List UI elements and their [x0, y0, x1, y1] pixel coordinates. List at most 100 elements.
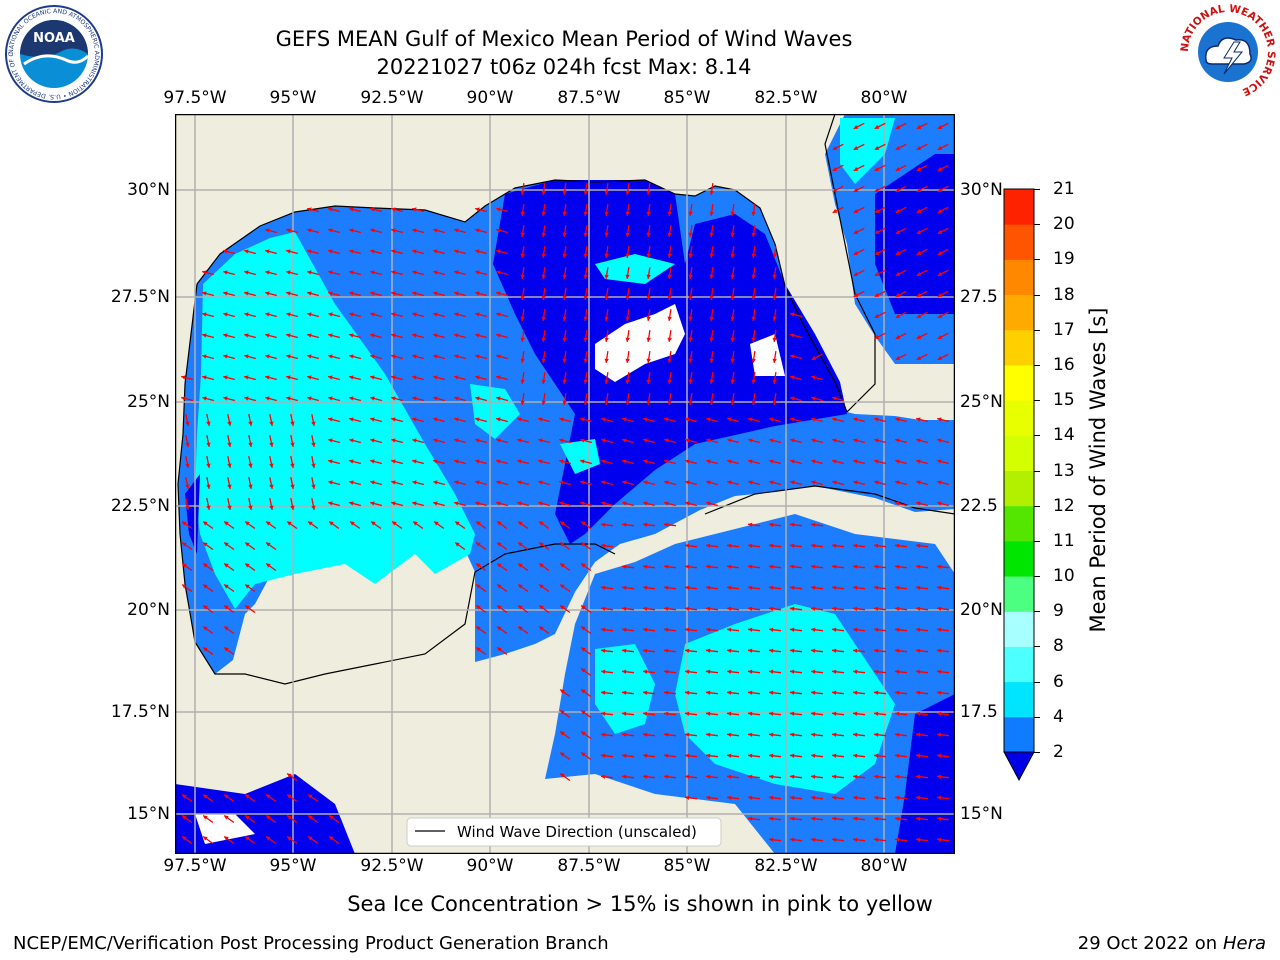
wind-wave-arrowhead [248, 442, 253, 447]
wind-wave-arrowhead [811, 711, 816, 716]
wind-wave-arrowhead [874, 480, 879, 485]
wind-wave-arrowhead [185, 442, 190, 447]
wind-wave-arrowhead [730, 253, 735, 258]
wind-wave-arrowhead [688, 358, 693, 363]
colorbar-segment [1004, 189, 1034, 225]
wind-wave-arrowhead [769, 606, 774, 611]
wind-wave-arrowhead [790, 795, 795, 800]
colorbar-tick-label: 11 [1053, 530, 1075, 551]
wind-wave-arrowhead [286, 249, 291, 254]
wind-wave-arrowhead [248, 484, 253, 489]
wind-wave-arrowhead [790, 753, 795, 758]
wind-wave-arrowhead [727, 753, 732, 758]
wind-wave-arrowhead [433, 249, 438, 254]
wind-wave-arrowhead [748, 816, 753, 821]
wind-wave-arrowhead [497, 626, 502, 631]
wind-wave-arrowhead [601, 501, 606, 506]
colorbar-tick-mark [1034, 752, 1040, 753]
wind-wave-arrowhead [643, 501, 648, 506]
colorbar-tick-mark [1034, 329, 1040, 331]
wind-wave-arrowhead [433, 354, 438, 359]
wind-wave-arrowhead [206, 484, 211, 489]
wind-wave-arrowhead [874, 313, 880, 318]
wind-wave-arrowhead [307, 396, 312, 401]
lat-tick-left-1: 30°N [127, 180, 170, 200]
wind-wave-arrowhead [412, 207, 417, 212]
wind-wave-arrowhead [709, 211, 714, 216]
wind-wave-arrowhead [874, 438, 879, 443]
wind-wave-arrowhead [329, 836, 334, 841]
wind-wave-arrowhead [541, 379, 546, 384]
wind-wave-arrowhead [916, 837, 921, 842]
wind-wave-arrowhead [517, 438, 522, 443]
wind-wave-arrowhead [643, 417, 648, 422]
wind-wave-arrowhead [349, 333, 354, 338]
wind-wave-arrowhead [727, 459, 732, 464]
lon-tick-bottom-2: 95°W [269, 856, 317, 876]
wind-wave-arrowhead [625, 379, 630, 384]
wind-wave-arrowhead [604, 232, 609, 237]
wind-wave-arrowhead [520, 358, 525, 363]
wind-wave-arrowhead [832, 606, 837, 611]
wind-wave-arrowhead [664, 522, 669, 527]
wind-wave-arrowhead [916, 795, 921, 800]
wind-wave-arrowhead [769, 837, 774, 842]
wind-wave-arrowhead [413, 521, 418, 526]
wind-wave-arrowhead [181, 396, 186, 401]
wind-wave-arrowhead [307, 354, 312, 359]
wind-wave-arrowhead [937, 438, 942, 443]
wind-wave-arrowhead [538, 480, 543, 485]
wind-wave-arrowhead [667, 400, 672, 405]
wind-wave-arrowhead [643, 585, 648, 590]
wind-wave-arrowhead [412, 396, 417, 401]
wind-wave-arrowhead [266, 563, 271, 568]
wind-wave-arrowhead [182, 836, 187, 841]
wind-wave-arrowhead [370, 249, 375, 254]
wind-wave-arrowhead [290, 505, 295, 510]
wind-wave-arrowhead [266, 836, 271, 841]
wind-wave-arrowhead [520, 379, 525, 384]
noaa-logo: NATIONAL OCEANIC AND ATMOSPHERIC ADMINIS… [4, 4, 103, 103]
wind-wave-arrowhead [895, 669, 900, 674]
wind-wave-arrowhead [581, 542, 586, 547]
wind-wave-arrowhead [730, 400, 735, 405]
lon-tick-bottom-5: 87.5°W [557, 856, 621, 876]
wind-wave-arrowhead [454, 459, 459, 464]
colorbar-tick-mark [1034, 646, 1040, 648]
wind-wave-arrowhead [412, 459, 417, 464]
wind-wave-arrowhead [811, 564, 816, 569]
wind-wave-arrowhead [709, 400, 714, 405]
wind-wave-arrowhead [625, 253, 630, 258]
wind-wave-arrowhead [727, 648, 732, 653]
wind-wave-arrowhead [538, 459, 543, 464]
wind-wave-arrowhead [772, 379, 777, 384]
nws-logo: NATIONAL WEATHER SERVICE [1179, 3, 1277, 100]
wind-wave-arrowhead [370, 480, 375, 485]
wind-wave-arrowhead [391, 501, 396, 506]
wind-wave-arrowhead [244, 291, 249, 296]
lon-tick-top-4: 90°W [466, 88, 514, 108]
wind-wave-arrowhead [706, 753, 711, 758]
wind-wave-arrowhead [518, 563, 523, 568]
wind-wave-arrowhead [370, 207, 375, 212]
wind-wave-arrowhead [223, 312, 228, 317]
wind-wave-arrowhead [538, 438, 543, 443]
wind-wave-arrowhead [937, 417, 942, 422]
wind-wave-arrowhead [811, 396, 816, 401]
wind-wave-arrowhead [874, 837, 879, 842]
wind-wave-arrowhead [224, 626, 229, 631]
wind-wave-arrowhead [895, 271, 901, 276]
wind-wave-arrowhead [874, 774, 879, 779]
wind-wave-arrowhead [667, 337, 672, 342]
colorbar-segment [1004, 435, 1034, 471]
wind-wave-arrowhead [916, 753, 921, 758]
wind-wave-arrowhead [832, 690, 837, 695]
colorbar-tick-mark [1034, 505, 1040, 507]
wind-wave-arrowhead [329, 521, 334, 526]
colorbar-tick-mark [1034, 294, 1040, 296]
wind-wave-arrowhead [643, 564, 648, 569]
wind-wave-arrowhead [790, 564, 795, 569]
wind-wave-arrowhead [203, 626, 208, 631]
wind-wave-arrowhead [412, 417, 417, 422]
wind-wave-arrowhead [916, 438, 921, 443]
